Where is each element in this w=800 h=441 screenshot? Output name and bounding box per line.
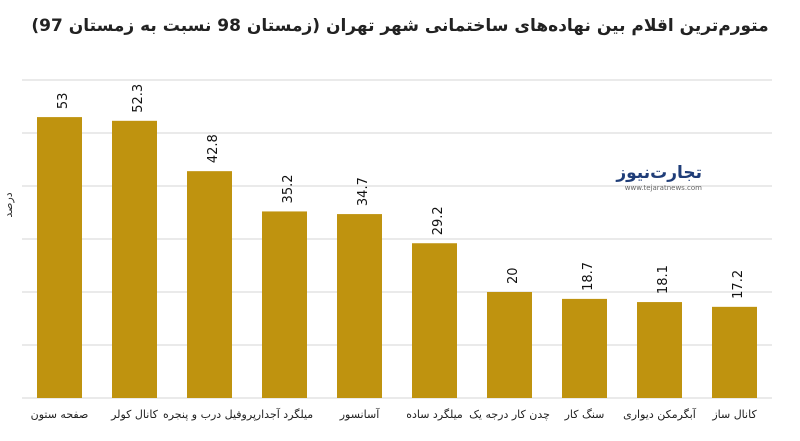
y-axis-label: درصد — [2, 192, 15, 217]
bars — [37, 117, 757, 398]
bar — [487, 292, 532, 398]
watermark-url: www.tejaratnews.com — [625, 184, 702, 192]
category-label: آبگرمکن دیواری — [623, 407, 697, 421]
bar — [337, 214, 382, 398]
bar — [712, 306, 757, 398]
category-label: میلگرد ساده — [406, 408, 463, 421]
value-labels: 53 52.3 42.8 35.2 34.7 29.2 20 18.7 18.1 17.2 — [56, 84, 746, 299]
bar — [37, 117, 82, 398]
category-label: پروفیل درب و پنجره — [163, 408, 256, 421]
watermark-logo: تجارت‌نیوز www.tejaratnews.com — [612, 158, 708, 198]
bar — [412, 243, 457, 398]
category-label: آسانسور — [339, 407, 380, 421]
value-label: 42.8 — [206, 134, 221, 163]
value-label: 34.7 — [356, 177, 371, 206]
value-label: 53 — [56, 93, 71, 110]
category-label: کانال ساز — [711, 408, 757, 421]
value-label: 20 — [506, 267, 521, 284]
value-label: 52.3 — [131, 84, 146, 113]
category-labels: صفحه ستون کانال کولر پروفیل درب و پنجره میل… — [31, 407, 758, 421]
bar — [187, 171, 232, 398]
value-label: 35.2 — [281, 174, 296, 203]
bar — [562, 298, 607, 398]
category-label: کانال کولر — [110, 408, 159, 421]
category-label: سنگ کار — [564, 408, 605, 421]
value-label: 18.7 — [581, 262, 596, 291]
category-label: میلگرد آجدار — [255, 407, 313, 421]
category-label: چدن کار درجه یک — [469, 408, 550, 421]
chart-title: متورم‌ترین اقلام بین نهاده‌های ساختمانی … — [31, 16, 769, 36]
value-label: 18.1 — [656, 265, 671, 294]
value-label: 29.2 — [431, 206, 446, 235]
category-label: صفحه ستون — [31, 408, 89, 421]
watermark-brand: تجارت‌نیوز — [615, 163, 702, 183]
value-label: 17.2 — [731, 270, 746, 299]
bar — [262, 211, 307, 398]
bar — [112, 120, 157, 398]
bar — [637, 302, 682, 398]
